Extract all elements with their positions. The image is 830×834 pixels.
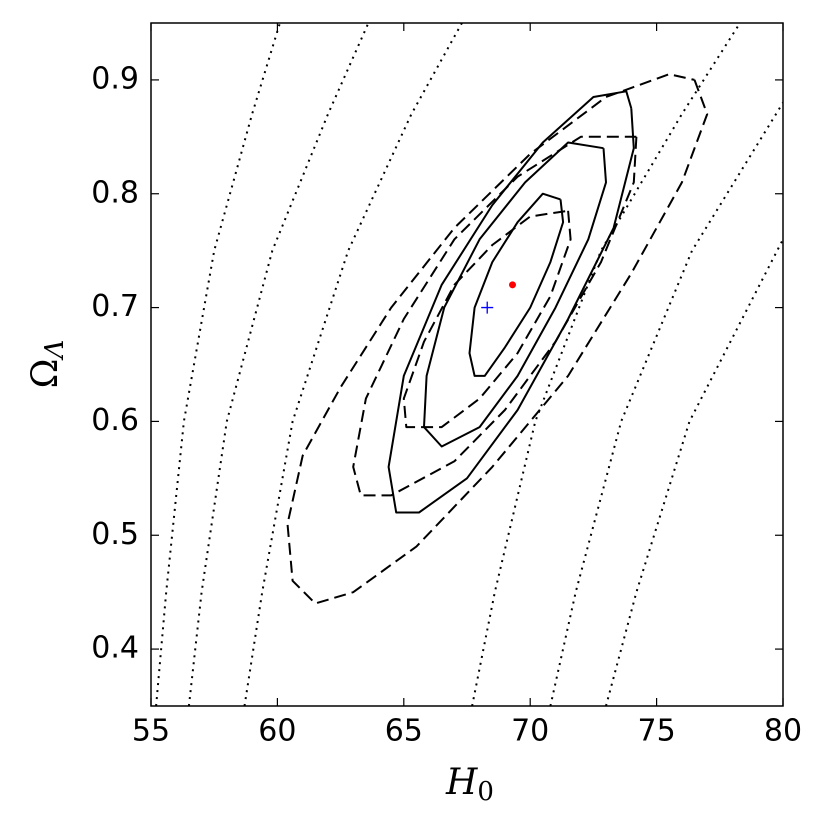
y-tick-label: 0.4 [91, 631, 139, 666]
contour-line [155, 23, 281, 706]
x-axis-label: H0 [445, 762, 494, 807]
y-tick-label: 0.5 [91, 517, 139, 552]
x-tick-label: 60 [258, 714, 296, 749]
x-label-sub: 0 [477, 777, 494, 807]
contour-line [468, 192, 565, 377]
x-tick-label: 75 [638, 714, 676, 749]
y-tick-label: 0.6 [91, 403, 139, 438]
contour-line [471, 23, 741, 706]
x-label-main: H [445, 762, 478, 803]
y-tick-label: 0.9 [91, 61, 139, 96]
point-marker [509, 281, 517, 289]
plot-frame [150, 22, 784, 707]
contour-line [423, 141, 607, 448]
y-axis-label: ΩΛ [25, 340, 70, 389]
x-tick-label: 80 [764, 714, 802, 749]
contour-line [352, 135, 638, 497]
x-tick-label: 65 [385, 714, 423, 749]
y-tick-label: 0.7 [91, 289, 139, 324]
contour-line [286, 73, 709, 605]
contour-line [549, 102, 783, 706]
y-tick-label: 0.8 [91, 175, 139, 210]
y-label-sub: Λ [40, 340, 70, 361]
contour-line [187, 23, 370, 706]
x-tick-label: 70 [511, 714, 549, 749]
y-label-main: Ω [25, 358, 66, 388]
contour-line [605, 238, 783, 706]
plus-marker [481, 301, 494, 314]
contour-line [387, 90, 635, 514]
contour-line [402, 209, 572, 429]
x-tick-label: 55 [132, 714, 170, 749]
contour-line [243, 23, 463, 706]
